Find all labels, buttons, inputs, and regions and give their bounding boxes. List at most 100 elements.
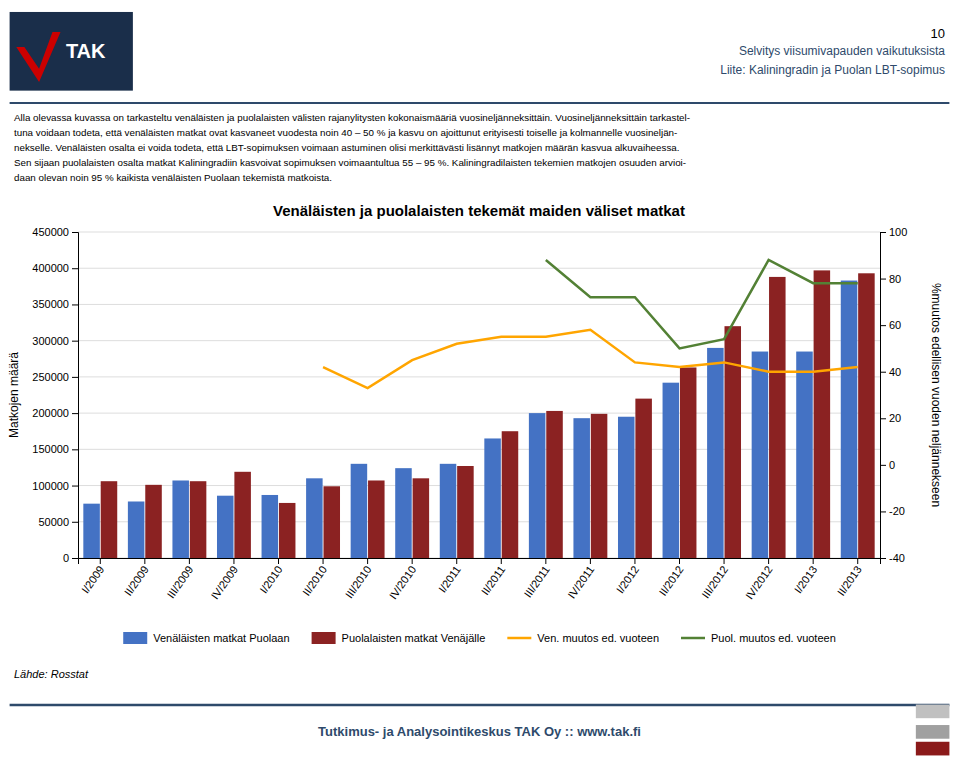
y2-axis-tick-mark — [880, 372, 886, 373]
body-text: daan olevan noin 95 % kaikista venäläist… — [14, 172, 332, 183]
bar — [796, 352, 813, 558]
y-axis-tick: 200000 — [32, 407, 78, 419]
x-tick-label: I/2011 — [436, 563, 463, 594]
bar — [635, 399, 652, 558]
x-tick-mark — [367, 558, 368, 564]
y2-axis-tick-label: -20 — [889, 505, 905, 517]
bar — [440, 464, 457, 558]
y-axis-tick-label: 200000 — [32, 407, 69, 419]
bar — [680, 367, 697, 558]
y2-axis: -40-20020406080100 — [880, 226, 907, 564]
legend-swatch — [123, 632, 147, 644]
x-tick-mark — [233, 558, 234, 564]
x-axis-line — [79, 559, 881, 565]
body-text: tuna voidaan todeta, että venäläisten ma… — [14, 127, 677, 138]
bar — [279, 503, 296, 558]
bar — [591, 414, 608, 558]
y2-axis-tick: 60 — [880, 319, 901, 331]
x-tick: III/2009 — [165, 558, 196, 600]
y-axis-tick-label: 350000 — [32, 298, 69, 310]
bar — [769, 277, 786, 558]
footer-square — [916, 725, 950, 739]
x-tick-label: IV/2012 — [743, 563, 775, 601]
legend-label: Ven. muutos ed. vuoteen — [537, 632, 659, 644]
y-axis-tick: 350000 — [32, 298, 78, 310]
y-axis-tick-mark — [72, 558, 78, 559]
x-tick-mark — [456, 558, 457, 564]
x-tick-label: IV/2009 — [208, 563, 240, 601]
bar — [306, 478, 323, 558]
x-tick-label: IV/2010 — [387, 563, 419, 601]
x-tick: I/2013 — [792, 558, 819, 595]
bar — [814, 270, 831, 558]
x-tick-mark — [100, 558, 101, 564]
legend-label: Venäläisten matkat Puolaan — [153, 632, 289, 644]
y2-axis-tick-mark — [880, 325, 886, 326]
y2-axis-tick: 40 — [880, 366, 901, 378]
y2-axis-tick-mark — [880, 279, 886, 280]
y-axis-line — [72, 233, 79, 559]
x-tick-label: IV/2011 — [565, 563, 596, 600]
bar — [529, 413, 546, 558]
bar — [190, 481, 207, 558]
x-tick-label: III/2011 — [522, 563, 552, 599]
y2-axis-tick-label: 100 — [889, 226, 907, 238]
logo: TAK — [10, 12, 133, 91]
legend-item: Puolalaisten matkat Venäjälle — [312, 632, 486, 644]
y-axis-tick-label: 300000 — [32, 335, 69, 347]
x-tick-label: I/2012 — [614, 563, 641, 595]
y2-axis-tick-label: 40 — [889, 366, 901, 378]
x-tick-label: III/2010 — [343, 563, 374, 600]
y-axis-tick-label: 0 — [63, 552, 69, 564]
bar — [484, 438, 501, 558]
y-axis-title: Matkojen määrä — [7, 352, 21, 438]
x-tick: II/2009 — [122, 558, 151, 598]
x-tick-mark — [679, 558, 680, 564]
bar-series — [83, 281, 857, 558]
logo-check — [16, 32, 60, 82]
x-tick: II/2013 — [835, 558, 864, 598]
y2-axis-tick-label: 60 — [889, 319, 901, 331]
bar — [413, 478, 430, 558]
bar — [663, 383, 680, 558]
y-axis-tick-label: 150000 — [32, 443, 69, 455]
page: TAK10Selvitys viisumivapauden vaikutuksi… — [0, 0, 959, 760]
y-axis-tick-label: 400000 — [32, 262, 69, 274]
x-tick-mark — [768, 558, 769, 564]
y-axis-tick-mark — [72, 304, 78, 305]
y2-axis-tick: 20 — [880, 412, 901, 424]
header-text: Liite: Kaliningradin ja Puolan LBT-sopim… — [720, 63, 945, 77]
y-axis-tick: 50000 — [38, 516, 78, 528]
x-tick-label: II/2009 — [122, 563, 151, 597]
source-text: Lähde: Rosstat — [14, 668, 89, 680]
y2-axis-tick: 100 — [880, 226, 907, 238]
legend-item: Puol. muutos ed. vuoteen — [681, 632, 836, 644]
bar — [83, 504, 100, 558]
x-tick-label: III/2009 — [165, 563, 196, 600]
x-tick: I/2012 — [614, 558, 641, 595]
x-tick: IV/2010 — [387, 558, 419, 601]
bar — [368, 480, 385, 558]
header-text: Selvitys viisumivapauden vaikutuksista — [739, 44, 945, 58]
body-text: Alla olevassa kuvassa on tarkasteltu ven… — [14, 112, 690, 123]
y2-axis-tick-mark — [880, 511, 886, 512]
x-tick: III/2010 — [343, 558, 374, 600]
x-tick: III/2011 — [522, 558, 552, 600]
bar — [128, 501, 145, 558]
bar — [618, 417, 635, 558]
bar — [145, 485, 162, 558]
y2-axis-title: %muutos edellisen vuoden neljännekseen — [929, 283, 943, 507]
y-axis-tick-mark — [72, 268, 78, 269]
x-tick-label: II/2012 — [657, 563, 686, 597]
y-axis-tick-mark — [72, 449, 78, 450]
x-tick-mark — [412, 558, 413, 564]
x-tick: I/2010 — [257, 558, 284, 595]
grid-line — [78, 304, 880, 305]
bar — [234, 472, 251, 558]
x-tick-mark — [189, 558, 190, 564]
bar — [841, 281, 858, 558]
legend-item: Ven. muutos ed. vuoteen — [507, 632, 659, 644]
bar — [172, 480, 189, 558]
y-axis-tick: 250000 — [32, 371, 78, 383]
y-axis-tick-mark — [72, 413, 78, 414]
